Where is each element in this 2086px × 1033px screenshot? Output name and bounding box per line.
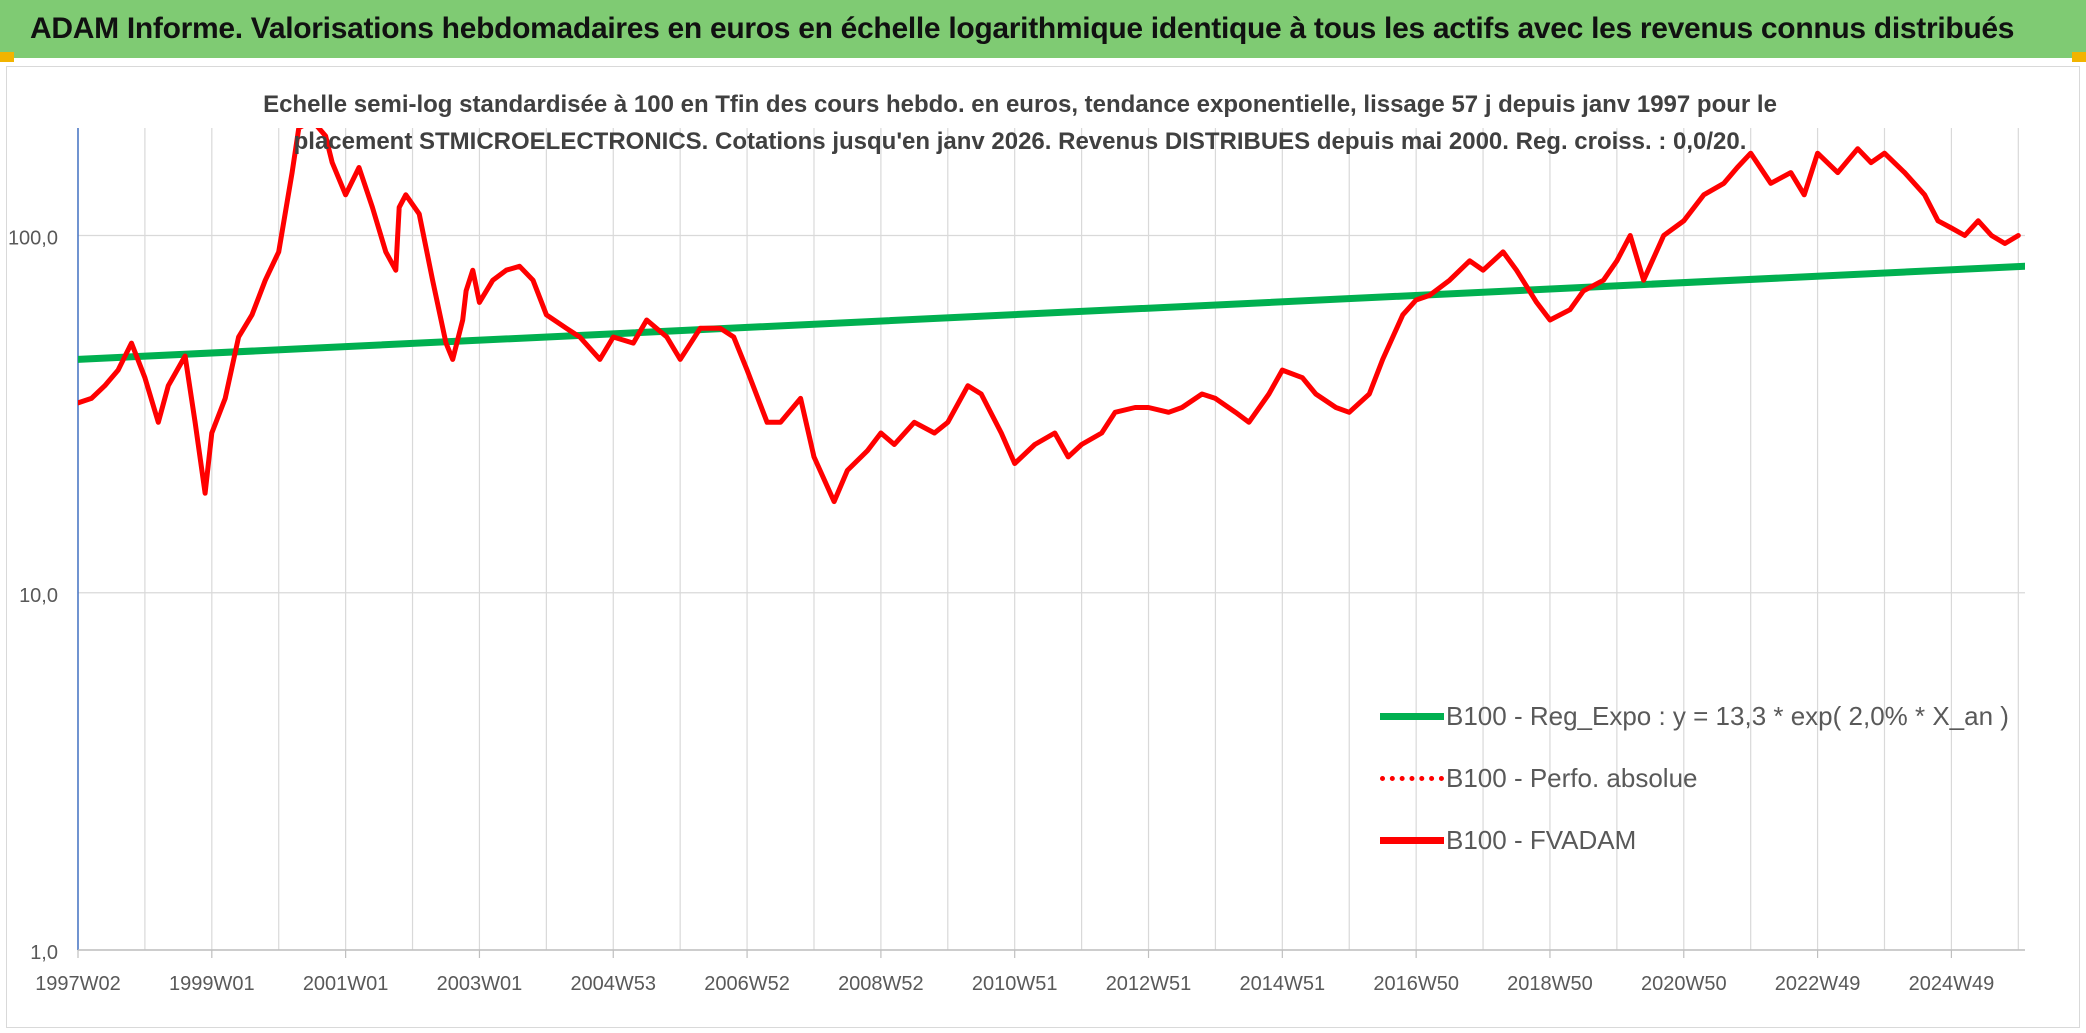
x-tick-label: 2018W50 [1507,973,1593,995]
x-tick-label: 2004W53 [570,973,656,995]
chart-panel [6,66,2080,1028]
y-tick-label: 10,0 [19,585,58,607]
corner-marker-left [0,52,14,62]
x-tick-label: 2001W01 [303,973,389,995]
legend-item-perfo: B100 - Perfo. absolue [1380,747,2040,809]
x-tick-label: 2022W49 [1775,973,1861,995]
x-tick-label: 2012W51 [1106,973,1192,995]
x-tick-label: 2008W52 [838,973,924,995]
legend-item-trend: B100 - Reg_Expo : y = 13,3 * exp( 2,0% *… [1380,685,2040,747]
legend-swatch-fvadam [1380,836,1444,844]
series-line-trend [78,262,2025,363]
x-tick-label: 2010W51 [972,973,1058,995]
corner-marker-right [2072,52,2086,62]
legend-swatch-perfo [1380,775,1444,781]
x-tick-label: 2006W52 [704,973,790,995]
report-banner: ADAM Informe. Valorisations hebdomadaire… [0,0,2086,58]
legend-item-fvadam: B100 - FVADAM [1380,809,2040,871]
subtitle-line-1: Echelle semi-log standardisée à 100 en T… [263,91,1777,118]
x-tick-label: 2016W50 [1373,973,1459,995]
chart-subtitle: Echelle semi-log standardisée à 100 en T… [120,86,1920,160]
x-tick-label: 2014W51 [1240,973,1326,995]
report-title: ADAM Informe. Valorisations hebdomadaire… [30,12,2015,45]
x-tick-label: 2020W50 [1641,973,1727,995]
y-tick-label: 1,0 [30,942,58,964]
legend-label-trend: B100 - Reg_Expo : y = 13,3 * exp( 2,0% *… [1446,700,2009,731]
legend-label-perfo: B100 - Perfo. absolue [1446,762,1698,793]
axes: 1,0 10,0 100,0 1997W02 1999W01 2001W01 2003W01… [8,128,2025,995]
series-group [78,128,2025,505]
chart-legend: B100 - Reg_Expo : y = 13,3 * exp( 2,0% *… [1380,685,2040,871]
x-tick-label: 2003W01 [437,973,523,995]
x-tick-label: 1997W02 [35,973,121,995]
x-tick-label: 2024W49 [1909,973,1995,995]
subtitle-line-2: placement STMICROELECTRONICS. Cotations … [293,128,1747,155]
y-tick-label: 100,0 [8,228,58,250]
legend-label-fvadam: B100 - FVADAM [1446,824,1637,855]
legend-swatch-trend [1380,712,1444,720]
series-line-fvadam [78,128,2021,505]
x-tick-label: 1999W01 [169,973,255,995]
